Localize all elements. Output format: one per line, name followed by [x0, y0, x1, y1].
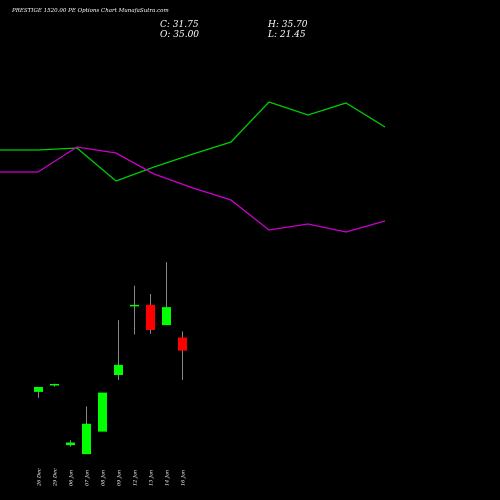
candle-body [82, 423, 91, 455]
x-tick-label: 09 Jan [117, 470, 123, 486]
x-tick-label: 29 Dec [53, 468, 59, 487]
x-tick-label: 07 Jan [85, 470, 91, 486]
x-tick-label: 06 Jan [69, 470, 75, 486]
open-value: O: 35.00 [160, 30, 200, 40]
candle-body [178, 337, 187, 351]
x-tick-label: 12 Jan [133, 470, 139, 486]
candle-body [34, 387, 43, 392]
x-axis-labels: 26 Dec 29 Dec 06 Jan 07 Jan 08 Jan 09 Jan 12 J… [37, 468, 187, 487]
indicator-lines [0, 101, 386, 233]
candle-body [66, 442, 75, 446]
candle-body [130, 304, 139, 307]
chart-title: PRESTIGE 1520.00 PE Options Chart Munafa… [12, 8, 169, 14]
candlesticks [34, 262, 187, 455]
candle-body [114, 364, 123, 375]
x-tick-label: 16 Jan [181, 470, 187, 486]
green-line [0, 101, 386, 182]
x-tick-label: 13 Jan [149, 470, 155, 486]
magenta-line [0, 146, 386, 233]
candle-body [162, 307, 171, 326]
low-value: L: 21.45 [268, 30, 306, 40]
close-value: C: 31.75 [160, 20, 199, 30]
x-tick-label: 26 Dec [37, 468, 43, 487]
candle-body [50, 384, 59, 386]
x-tick-label: 08 Jan [101, 470, 107, 486]
x-tick-label: 14 Jan [165, 470, 171, 486]
high-value: H: 35.70 [268, 20, 308, 30]
candle-body [146, 304, 155, 330]
candle-body [98, 392, 107, 432]
